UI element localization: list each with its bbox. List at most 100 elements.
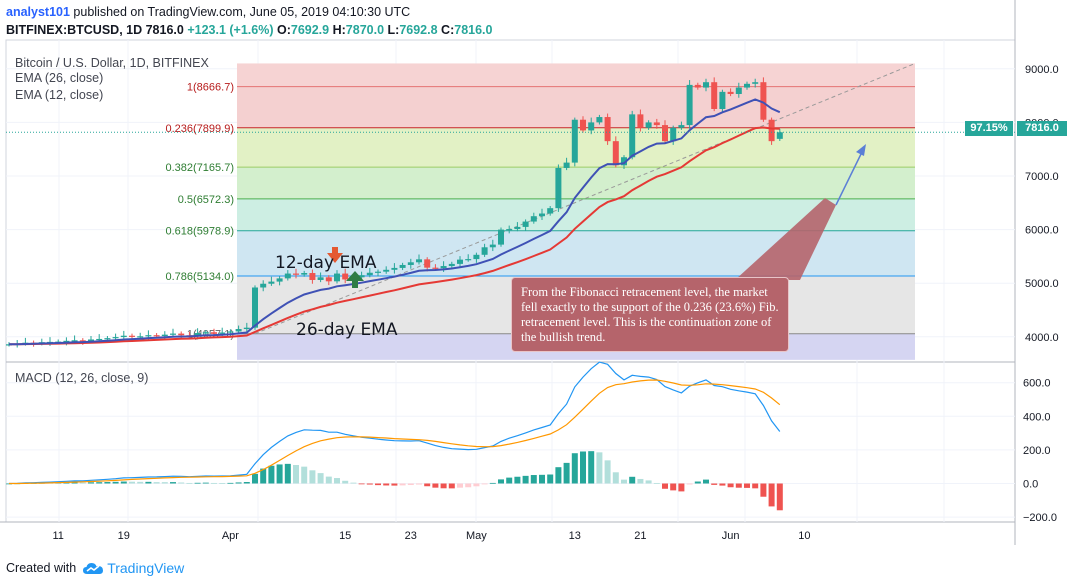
candle-body	[424, 259, 431, 268]
candle-body	[686, 84, 693, 126]
legend-macd[interactable]: MACD (12, 26, close, 9)	[15, 371, 149, 385]
fib-level-label: 0.618(5978.9)	[166, 226, 235, 238]
macd-histogram-bar	[481, 483, 488, 485]
macd-histogram-bar	[399, 483, 406, 486]
ema26-marker-arrow	[346, 271, 364, 281]
candle-body	[178, 333, 185, 336]
macd-histogram-bar	[358, 483, 365, 485]
candle-body	[530, 216, 537, 222]
candle-body	[637, 114, 644, 128]
macd-histogram-bar	[473, 483, 480, 487]
legend-ema26[interactable]: EMA (26, close)	[15, 71, 104, 85]
candle-body	[260, 283, 267, 288]
candle-body	[120, 335, 127, 338]
tradingview-logo[interactable]: TradingView	[82, 560, 184, 576]
macd-histogram-bar	[711, 483, 718, 485]
macd-histogram-bar	[588, 451, 595, 484]
time-axis-label: May	[466, 530, 487, 542]
macd-histogram-bar	[202, 482, 209, 484]
macd-histogram-bar	[580, 451, 586, 484]
candle-body	[317, 277, 324, 280]
price-axis-label: 9000.0	[1025, 64, 1059, 76]
candle-body	[235, 329, 242, 332]
macd-histogram-bar	[137, 481, 144, 484]
macd-histogram-bar	[112, 481, 119, 484]
candle-body	[678, 125, 685, 128]
macd-histogram-bar	[694, 481, 701, 484]
candle-body	[727, 91, 734, 94]
macd-histogram-bar	[563, 462, 570, 484]
fib-level-label: 0.786(5134.0)	[166, 271, 235, 283]
low-label: L:	[387, 23, 400, 37]
fib-callout: From the Fibonacci retracement level, th…	[511, 277, 789, 352]
candle-body	[407, 262, 414, 265]
fib-band	[237, 167, 915, 199]
candle-body	[645, 122, 652, 128]
time-axis-label: 10	[798, 530, 810, 542]
ema12-marker-stem	[332, 247, 338, 254]
macd-histogram-bar	[678, 483, 685, 492]
macd-axis-label: 200.0	[1023, 445, 1051, 457]
macd-histogram-bar	[170, 482, 176, 484]
macd-histogram-bar	[317, 473, 324, 484]
time-axis-label: Apr	[222, 530, 239, 542]
candle-body	[309, 273, 316, 280]
candle-body	[227, 331, 234, 333]
macd-histogram-bar	[776, 483, 783, 511]
candle-body	[71, 340, 78, 342]
ema26-line	[8, 126, 780, 346]
ema26-marker-stem	[352, 281, 358, 288]
candle-body	[416, 259, 422, 263]
macd-histogram-bar	[621, 479, 627, 484]
candle-body	[703, 82, 709, 88]
candle-body	[219, 332, 226, 334]
macd-histogram-bar	[465, 483, 472, 488]
candle-body	[268, 281, 275, 284]
candle-body	[522, 221, 529, 227]
candle-body	[563, 162, 570, 168]
candle-body	[399, 264, 406, 268]
candle-body	[752, 82, 759, 84]
created-with-text: Created with	[6, 561, 77, 575]
candle-body	[489, 244, 496, 248]
macd-histogram-bar	[768, 483, 775, 507]
candle-body	[129, 335, 135, 337]
macd-line	[8, 361, 781, 485]
macd-histogram-bar	[637, 478, 644, 484]
macd-axis-label: 600.0	[1023, 378, 1051, 390]
candle-body	[252, 287, 258, 328]
fib-level-label: 0.236(7899.9)	[166, 123, 235, 135]
macd-histogram-bar	[670, 483, 677, 491]
macd-histogram-bar	[498, 479, 504, 484]
candle-body	[432, 267, 439, 269]
time-axis-label: 13	[569, 530, 581, 542]
macd-histogram-bar	[325, 476, 332, 484]
candle-body	[457, 259, 463, 264]
macd-histogram-bar	[71, 482, 78, 484]
candle-body	[170, 333, 176, 335]
macd-histogram-bar	[752, 483, 759, 489]
candle-body	[547, 208, 554, 214]
candle-body	[137, 336, 144, 338]
candle-body	[514, 226, 521, 230]
macd-histogram-bar	[432, 483, 439, 488]
macd-histogram-bar	[186, 482, 193, 484]
percent-tag: 97.15%	[965, 121, 1013, 136]
author-link[interactable]: analyst101	[6, 5, 70, 19]
candle-body	[243, 327, 250, 330]
candle-body	[194, 333, 201, 336]
close-value: 7816.0	[454, 23, 493, 37]
fib-band	[237, 63, 915, 87]
candle-body	[539, 213, 545, 217]
candle-body	[735, 87, 742, 94]
time-axis-label: 11	[52, 530, 63, 542]
macd-histogram-bar	[530, 475, 537, 484]
signal-line	[9, 379, 781, 485]
macd-histogram-bar	[383, 483, 390, 486]
fib-level-label: 0.5(6572.3)	[178, 194, 234, 206]
candle-body	[719, 91, 726, 109]
macd-histogram-bar	[506, 477, 513, 484]
macd-histogram-bar	[604, 460, 611, 484]
macd-histogram-bar	[145, 481, 152, 484]
legend-ema12[interactable]: EMA (12, close)	[15, 88, 104, 102]
